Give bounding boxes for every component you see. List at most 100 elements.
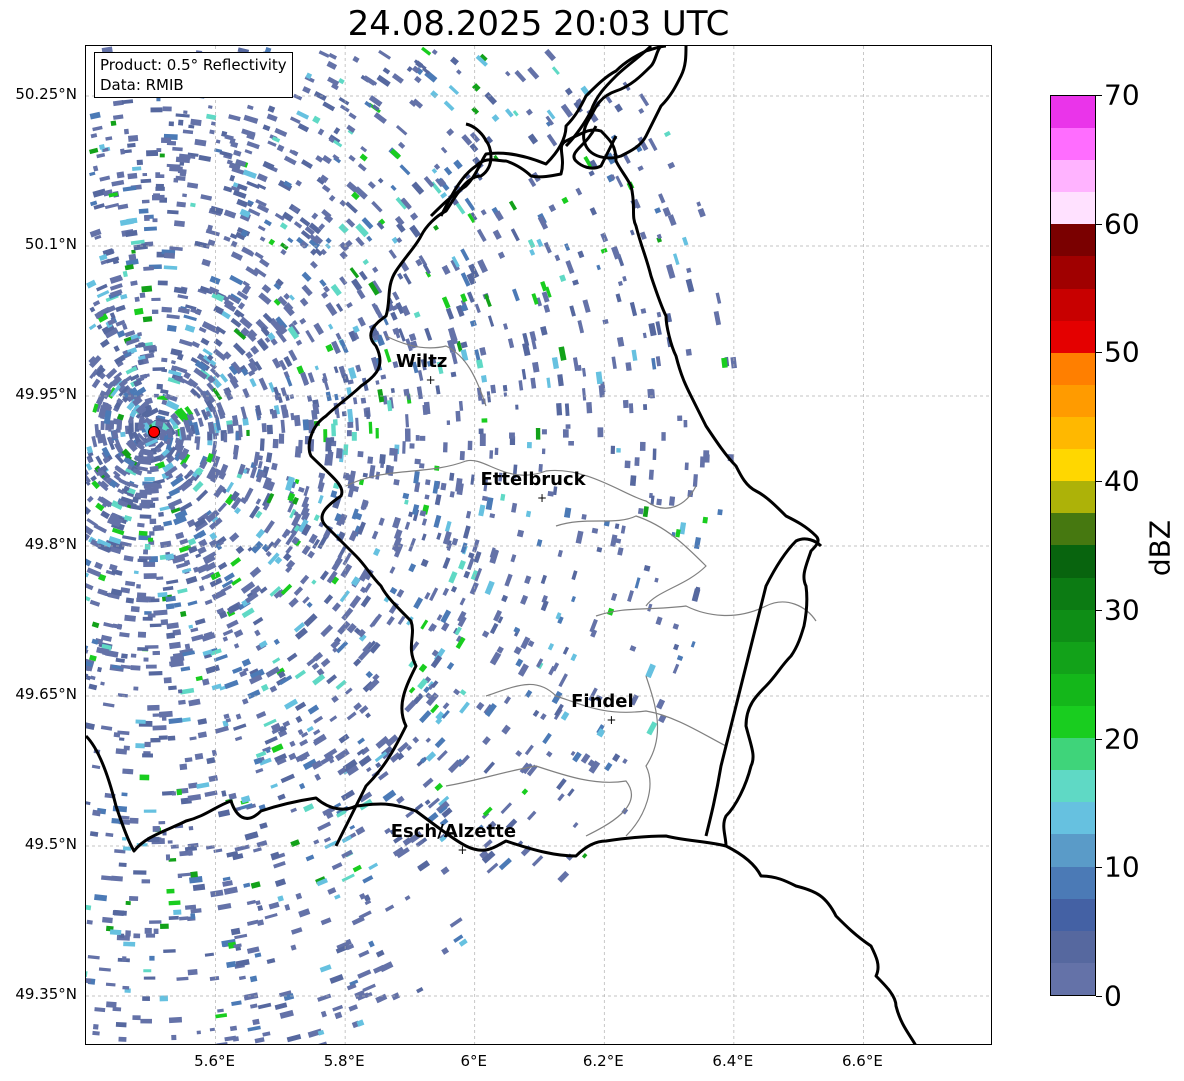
echo-pixel [547,642,555,651]
echo-pixel [179,850,191,857]
echo-pixel [529,331,537,342]
echo-pixel [141,285,153,293]
echo-pixel [177,873,183,879]
echo-pixel [255,198,267,207]
echo-pixel [96,324,103,330]
echo-pixel [474,349,481,362]
echo-pixel [303,803,315,813]
echo-pixel [548,204,557,213]
echo-pixel [328,323,334,330]
city-markers: ++++ [426,373,617,857]
echo-pixel [168,858,177,862]
echo-pixel [108,423,112,432]
echo-pixel [89,599,101,607]
echo-pixel [233,629,244,638]
echo-pixel [144,927,152,934]
echo-pixel [540,600,549,612]
echo-pixel [298,782,306,790]
echo-pixel [155,186,165,191]
echo-pixel [312,538,320,550]
echo-pixel [417,678,428,690]
echo-pixel [357,450,364,458]
echo-pixel [414,481,421,493]
echo-pixel [171,791,177,796]
echo-pixel [281,529,290,539]
echo-pixel [202,348,213,357]
echo-pixel [274,753,288,763]
echo-pixel [363,75,376,86]
echo-pixel [415,435,420,441]
echo-pixel [100,410,107,420]
echo-pixel [230,141,239,149]
echo-pixel [133,570,139,575]
echo-pixel [612,753,621,763]
echo-pixel [366,678,380,692]
echo-pixel [116,623,123,630]
echo-pixel [330,490,338,499]
echo-pixel [277,324,288,335]
canton-border [555,515,707,607]
echo-pixel [115,1021,127,1028]
echo-pixel [103,622,114,628]
echo-pixel [440,482,447,491]
colorbar-step [1051,352,1095,385]
echo-pixel [179,479,193,492]
echo-pixel [232,419,239,427]
echo-pixel [516,529,525,538]
echo-pixel [313,715,324,724]
echo-pixel [302,596,310,604]
echo-pixel [351,508,359,520]
echo-pixel [628,403,634,414]
echo-pixel [302,758,318,771]
echo-pixel [166,446,177,460]
echo-pixel [86,721,95,731]
echo-pixel [140,499,154,505]
canton-border [445,765,633,837]
echo-pixel [109,312,116,320]
echo-pixel [634,457,640,466]
echo-pixel [259,757,272,766]
echo-pixel [302,419,310,431]
echo-pixel [274,212,285,221]
echo-pixel [107,592,120,600]
echo-pixel [119,218,134,226]
echo-pixel [454,626,462,636]
echo-pixel [356,748,365,756]
echo-pixel [157,280,168,286]
echo-pixel [164,465,178,477]
echo-pixel [177,294,189,300]
echo-pixel [703,450,710,457]
echo-pixel [86,469,89,476]
echo-pixel [447,339,457,353]
echo-pixel [484,580,495,595]
echo-pixel [372,673,380,681]
echo-pixel [500,493,506,501]
echo-pixel [672,253,680,266]
echo-pixel [558,346,567,361]
echo-pixel [280,773,295,784]
echo-pixel [225,717,232,723]
echo-pixel [358,949,370,958]
echo-pixel [300,502,310,516]
echo-pixel [413,59,427,71]
echo-pixel [404,499,409,505]
echo-pixel [117,413,125,421]
echo-pixel [300,159,313,169]
echo-pixel [161,448,170,457]
echo-pixel [144,409,154,417]
echo-pixel [151,297,161,302]
echo-pixel [114,453,125,464]
echo-pixel [546,133,558,147]
echo-pixel [348,470,356,484]
echo-pixel [441,947,450,955]
echo-pixel [425,270,432,278]
echo-pixel [362,472,368,478]
echo-pixel [144,404,153,412]
echo-pixel [341,835,352,844]
echo-pixel [359,586,367,594]
echo-pixel [347,408,354,424]
echo-pixel [397,741,410,754]
echo-pixel [436,614,443,621]
echo-pixel [188,545,198,554]
echo-pixel [339,241,349,252]
